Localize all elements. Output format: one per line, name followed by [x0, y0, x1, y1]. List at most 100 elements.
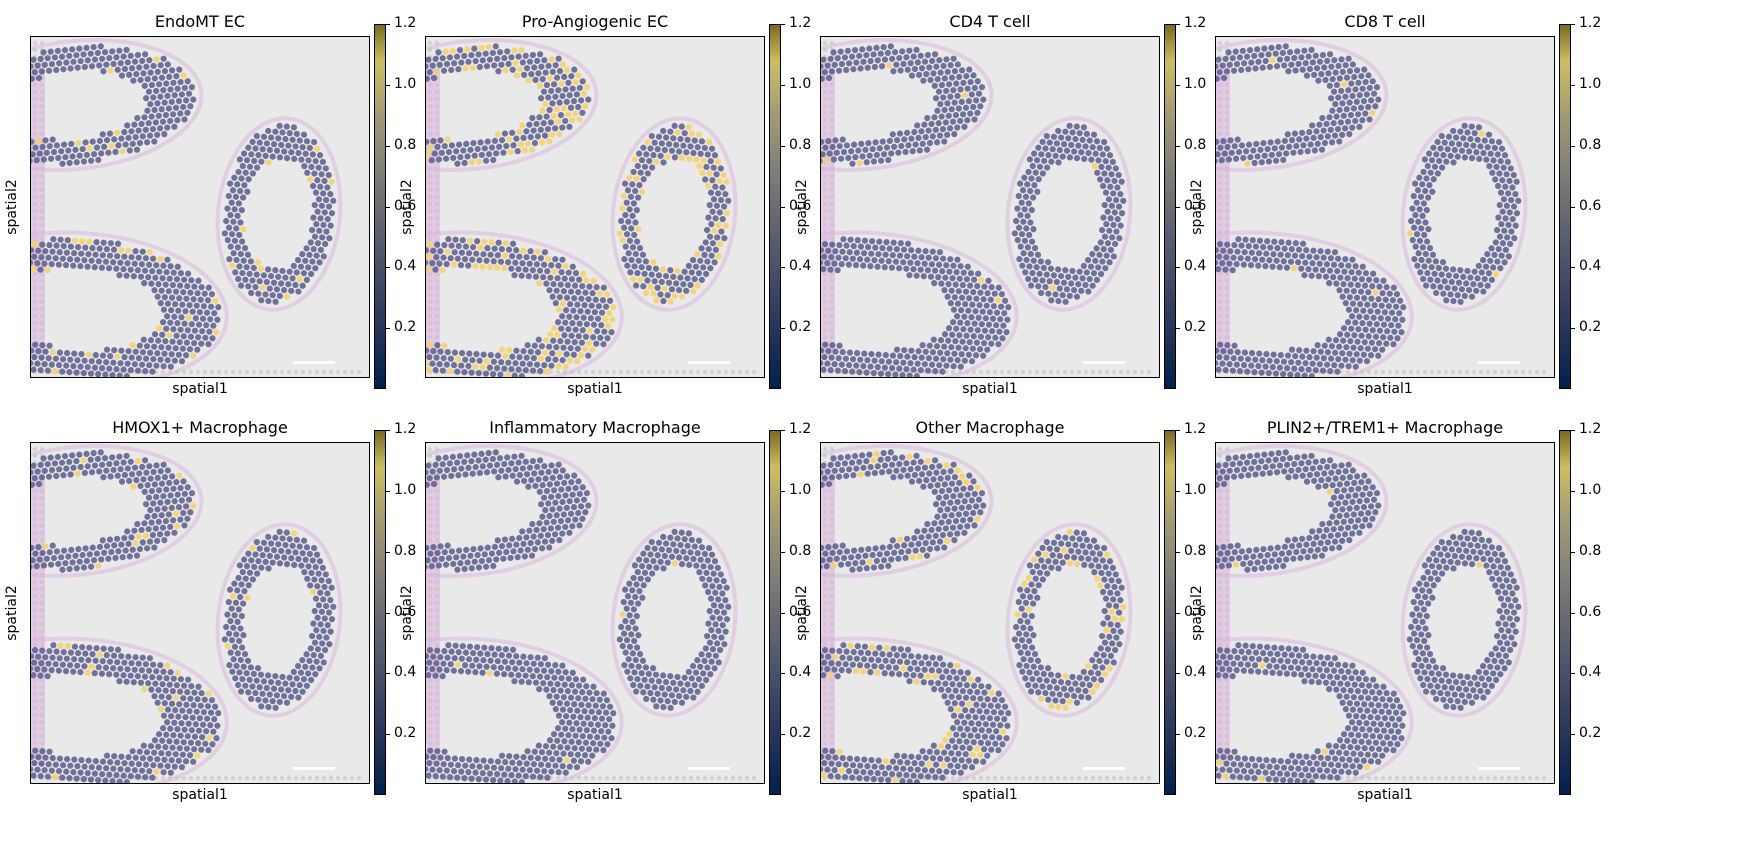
data-spot [1058, 134, 1065, 141]
data-spot [138, 120, 145, 128]
data-spot [293, 130, 300, 138]
data-spot [1498, 221, 1505, 228]
data-spot [184, 78, 191, 85]
data-spot [929, 57, 936, 65]
data-spot [994, 297, 1002, 304]
data-spot [863, 369, 870, 376]
data-spot [711, 259, 718, 266]
data-spot [1306, 253, 1313, 260]
data-spot [1216, 259, 1219, 266]
data-spot [1498, 252, 1505, 259]
background-spot [1443, 369, 1449, 375]
data-spot [1075, 142, 1082, 149]
data-spot [595, 303, 602, 310]
data-spot [444, 349, 451, 356]
data-spot [1096, 144, 1103, 152]
data-spot [155, 112, 162, 119]
data-spot [995, 341, 1002, 348]
data-spot [853, 249, 860, 256]
data-spot [1101, 138, 1108, 146]
data-spot [1284, 252, 1291, 259]
data-spot [535, 336, 542, 343]
data-spot [1305, 266, 1312, 273]
data-spot [834, 55, 841, 62]
data-spot [183, 503, 190, 510]
data-spot [1298, 54, 1305, 61]
data-spot [1509, 216, 1516, 223]
data-spot [862, 146, 869, 153]
data-spot [314, 240, 322, 247]
data-spot [830, 49, 837, 56]
data-spot [857, 243, 865, 250]
colorbar-ticks: 0.2 0.4 0.6 0.8 1.0 1.2 [1571, 15, 1625, 389]
data-spot [273, 147, 281, 154]
data-spot [1372, 333, 1380, 340]
data-spot [436, 61, 443, 68]
data-spot [1082, 143, 1089, 150]
data-spot [175, 307, 182, 314]
data-spot [541, 57, 548, 64]
data-spot [180, 289, 187, 296]
data-spot [484, 138, 491, 145]
data-spot [838, 261, 845, 268]
data-spot [439, 367, 446, 374]
data-spot [582, 103, 589, 110]
data-spot [700, 264, 707, 271]
data-spot [138, 361, 146, 368]
data-spot [892, 371, 899, 377]
data-spot [59, 255, 66, 262]
data-spot [946, 268, 953, 275]
data-spot [1266, 357, 1273, 364]
data-spot [451, 349, 459, 356]
data-spot [624, 262, 631, 269]
data-spot [655, 133, 663, 140]
data-spot [943, 362, 950, 369]
data-spot [710, 164, 717, 171]
data-spot [91, 462, 99, 469]
data-spot [504, 48, 511, 55]
data-spot [38, 354, 45, 361]
data-spot [941, 106, 948, 114]
data-spot [180, 509, 187, 517]
data-spot [90, 450, 97, 457]
data-spot [633, 282, 640, 289]
data-spot [1106, 152, 1114, 159]
data-spot [1280, 258, 1287, 265]
tick-mark [781, 24, 785, 25]
data-spot [719, 184, 726, 191]
background-spot [1062, 369, 1068, 375]
x-axis-label: spatial1 [962, 381, 1018, 397]
data-spot [821, 241, 829, 248]
data-spot [171, 92, 178, 99]
data-spot [945, 81, 953, 88]
data-spot [164, 124, 171, 131]
data-spot [1495, 246, 1502, 253]
data-spot [1224, 342, 1231, 349]
data-spot [1297, 148, 1304, 156]
data-spot [976, 346, 984, 353]
data-spot [1342, 356, 1349, 363]
data-spot [1272, 370, 1280, 377]
data-spot [48, 60, 56, 68]
data-spot [697, 150, 704, 157]
data-spot [1336, 75, 1343, 82]
data-spot [938, 280, 945, 287]
data-spot [548, 87, 555, 95]
data-spot [37, 55, 44, 63]
data-spot [1367, 308, 1374, 315]
data-spot [241, 182, 248, 189]
data-spot [1349, 124, 1356, 131]
data-spot [1346, 99, 1353, 106]
data-spot [469, 357, 476, 364]
data-spot [483, 257, 490, 264]
background-spot [1076, 369, 1082, 375]
data-spot [1368, 339, 1376, 346]
data-spot [1335, 62, 1342, 70]
background-spot [985, 369, 991, 375]
data-spot [164, 467, 171, 474]
data-spot [964, 263, 971, 270]
data-spot [896, 252, 904, 259]
data-spot [106, 130, 114, 137]
data-spot [579, 327, 586, 334]
data-spot [1388, 309, 1396, 316]
